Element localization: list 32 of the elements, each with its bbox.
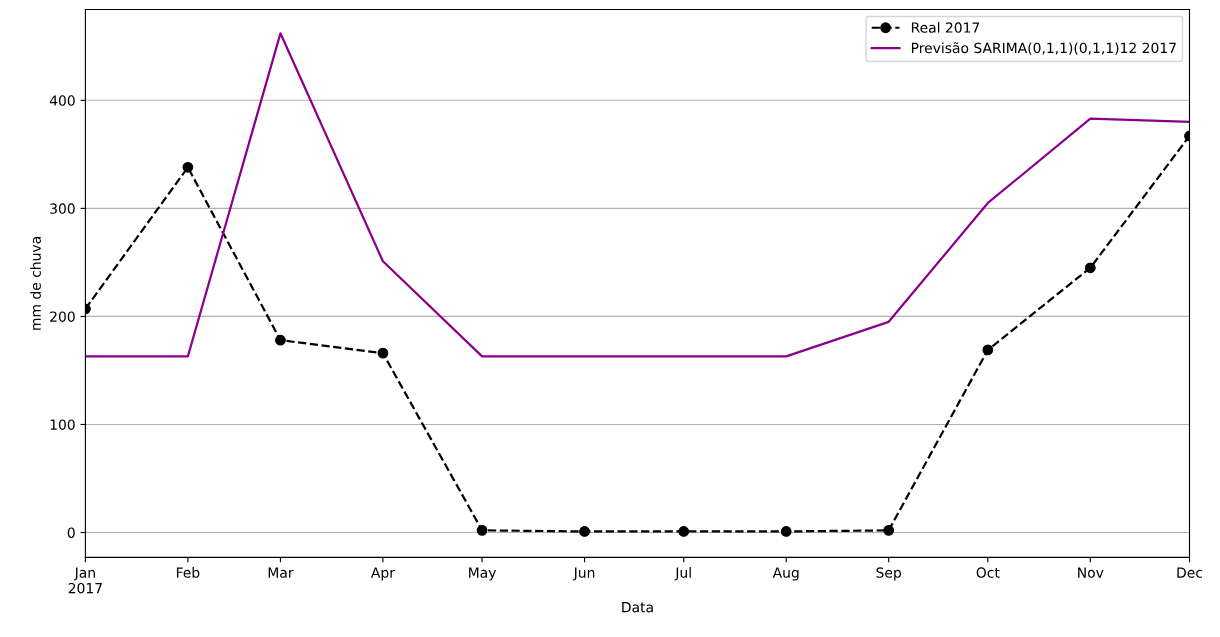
point <box>1084 262 1096 274</box>
line-series <box>85 32 1190 358</box>
y-tick-label: 300 <box>50 203 75 214</box>
x-axis-title: Data <box>622 602 653 613</box>
y-tick-label: 100 <box>50 419 75 430</box>
x-tick-label: Mar <box>268 567 294 578</box>
x-tick-label: May <box>469 567 497 581</box>
y-tick-label: 200 <box>50 311 75 322</box>
point <box>377 347 389 359</box>
y-tick-label: 0 <box>67 527 75 538</box>
point <box>275 334 286 346</box>
legend-label: Previsão SARIMA(0,1,1)(0,1,1)12 2017 <box>911 42 1176 55</box>
x-tick-label: Oct <box>976 567 1000 578</box>
point <box>182 161 194 173</box>
x-tick-label: Aug <box>772 567 799 581</box>
y-tick-label: 400 <box>49 95 75 106</box>
point <box>982 344 994 356</box>
y-axis-title: mm de chuva <box>30 237 41 330</box>
x-tick-label: Nov <box>1078 567 1104 578</box>
x-tick-label: Apr <box>371 567 395 581</box>
legend-label: Real 2017 <box>911 22 980 33</box>
x-tick-label: Jun <box>572 567 595 581</box>
point <box>476 524 488 536</box>
point <box>883 524 895 536</box>
x-tick-label: Sep <box>876 567 902 581</box>
point <box>579 526 590 537</box>
x-tick-label: Feb <box>176 567 200 578</box>
point <box>678 526 690 537</box>
x-tick-label: Jan 2017 <box>68 567 102 594</box>
x-tick-label: Jul <box>674 567 691 581</box>
point <box>780 526 792 537</box>
x-tick-label: Dec <box>1177 567 1203 578</box>
